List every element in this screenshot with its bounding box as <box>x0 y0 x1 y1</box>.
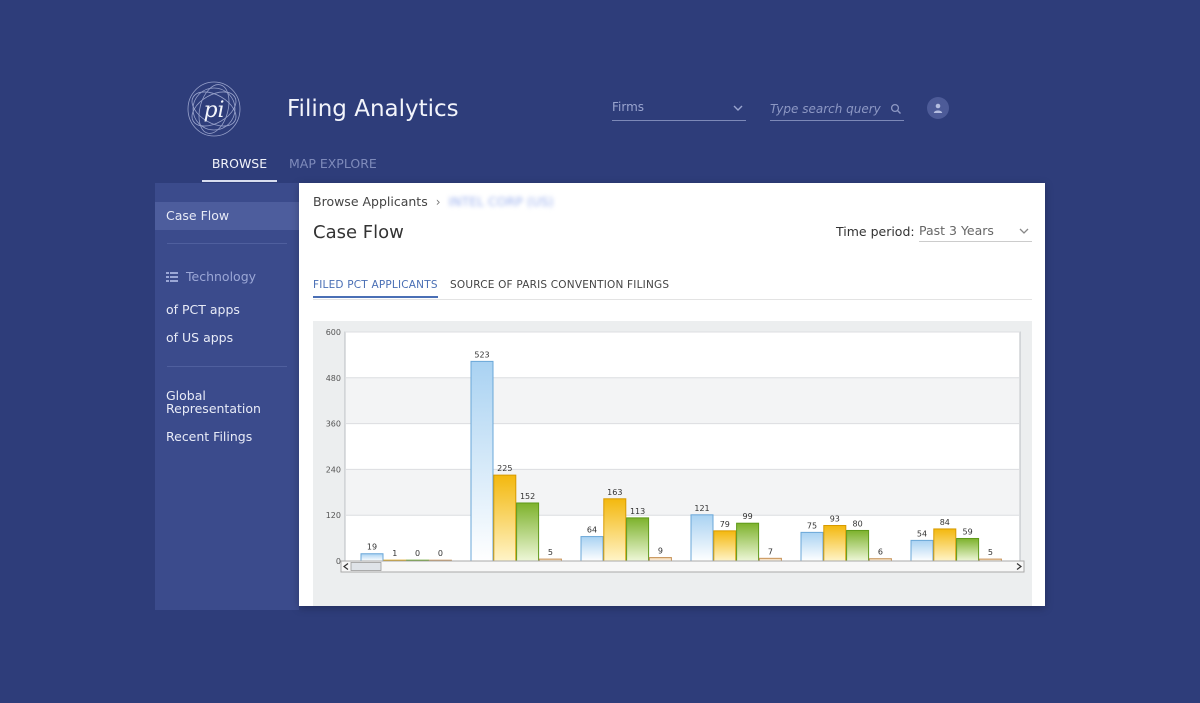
data-label: 99 <box>743 512 753 521</box>
bar <box>713 530 737 562</box>
data-label: 6 <box>878 548 883 557</box>
chevron-down-icon <box>1018 223 1030 243</box>
time-period-value: Past 3 Years <box>919 223 994 238</box>
firms-select[interactable]: Firms <box>612 100 746 121</box>
page-title: Case Flow <box>313 222 404 243</box>
search-icon[interactable] <box>890 102 902 120</box>
bar <box>690 514 714 562</box>
data-label: 163 <box>607 488 622 497</box>
logo-graphic: pi <box>187 81 241 137</box>
bar <box>846 529 870 562</box>
breadcrumb: Browse Applicants › INTEL CORP (US) <box>313 194 554 209</box>
data-label: 121 <box>694 504 709 513</box>
bar-chart: 0 120 240 360 480 600 19 1 0 0 523 225 152 5 64 163 113 9… <box>326 328 1025 573</box>
sidebar-item-global-representation[interactable]: Global Representation <box>155 389 299 415</box>
data-label: 5 <box>548 548 553 557</box>
data-label: 225 <box>497 464 512 473</box>
bar <box>736 522 760 562</box>
data-label: 19 <box>367 543 377 552</box>
data-label: 84 <box>940 518 950 527</box>
bar <box>516 502 540 562</box>
data-label: 7 <box>768 547 773 556</box>
data-label: 64 <box>587 526 597 535</box>
time-period-label: Time period: <box>836 224 915 239</box>
data-label: 0 <box>415 549 420 558</box>
data-label: 1 <box>392 549 397 558</box>
data-label: 9 <box>658 547 663 556</box>
y-tick-label: 600 <box>326 328 341 337</box>
logo-text: pi <box>203 98 224 123</box>
content-tabs: FILED PCT APPLICANTS SOURCE OF PARIS CON… <box>313 279 1032 300</box>
scroll-left-icon <box>343 563 349 570</box>
sidebar-divider <box>167 366 287 367</box>
tab-source-paris-convention[interactable]: SOURCE OF PARIS CONVENTION FILINGS <box>450 279 670 291</box>
chart-container: 0 120 240 360 480 600 19 1 0 0 523 225 152 5 64 163 113 9… <box>313 321 1032 606</box>
grid-band <box>346 469 1019 516</box>
chevron-down-icon <box>732 102 744 117</box>
breadcrumb-separator: › <box>435 194 441 209</box>
y-tick-label: 360 <box>326 420 341 429</box>
tab-map-explore[interactable]: MAP EXPLORE <box>289 156 377 171</box>
bar <box>910 539 934 562</box>
bar <box>493 474 517 562</box>
y-tick-label: 120 <box>326 511 341 520</box>
sidebar-section-technology[interactable]: Technology <box>166 269 256 284</box>
search-input[interactable] <box>770 102 882 116</box>
data-label: 79 <box>720 520 730 529</box>
time-period-select[interactable]: Past 3 Years <box>919 221 1032 242</box>
scrollbar-thumb <box>350 562 382 571</box>
chart-scrollbar <box>340 560 1025 573</box>
sidebar-item-us-apps[interactable]: of US apps <box>166 330 234 345</box>
sidebar-item-label: Global <box>166 388 206 403</box>
tab-browse[interactable]: BROWSE <box>202 156 277 182</box>
sidebar-item-label: Representation <box>166 401 261 416</box>
bar <box>626 517 650 562</box>
sidebar-item-pct-apps[interactable]: of PCT apps <box>166 302 240 317</box>
tab-filed-pct-applicants[interactable]: FILED PCT APPLICANTS <box>313 279 438 298</box>
data-label: 75 <box>807 521 817 530</box>
bar <box>360 553 384 562</box>
bar <box>580 536 604 562</box>
sidebar-divider <box>167 243 287 244</box>
y-tick-label: 240 <box>326 465 341 474</box>
bar <box>933 528 957 562</box>
firms-select-label: Firms <box>612 100 645 114</box>
data-label: 93 <box>830 515 840 524</box>
sidebar-item-recent-filings[interactable]: Recent Filings <box>166 429 253 444</box>
bar <box>648 557 672 562</box>
list-icon <box>166 271 178 282</box>
search-field <box>770 100 904 121</box>
app-title: Filing Analytics <box>287 96 459 122</box>
app-header: pi Filing Analytics Firms BROWSE MAP EXP… <box>0 0 1200 183</box>
bar <box>823 525 847 562</box>
user-icon <box>933 103 943 113</box>
data-label: 80 <box>853 519 863 528</box>
scroll-right-icon <box>1016 563 1022 570</box>
breadcrumb-current: INTEL CORP (US) <box>448 194 554 209</box>
bar <box>603 498 627 562</box>
bar <box>470 360 494 562</box>
sidebar-section-label: Technology <box>186 269 257 284</box>
main-panel: Browse Applicants › INTEL CORP (US) Case… <box>299 183 1045 606</box>
data-label: 54 <box>917 529 927 538</box>
sidebar: Case Flow Technology of PCT apps of US a… <box>155 183 299 610</box>
data-label: 5 <box>988 548 993 557</box>
plot-area <box>344 331 1021 562</box>
sidebar-item-case-flow[interactable]: Case Flow <box>155 202 299 230</box>
pi-logo-icon[interactable]: pi <box>186 80 242 138</box>
bar <box>800 531 824 562</box>
bar <box>956 537 980 562</box>
grid-band <box>346 377 1019 424</box>
user-avatar[interactable] <box>927 97 949 119</box>
y-tick-label: 480 <box>326 374 341 383</box>
data-label: 113 <box>630 507 645 516</box>
data-label: 523 <box>474 350 489 359</box>
y-tick-label: 0 <box>336 557 341 566</box>
data-label: 152 <box>520 492 535 501</box>
data-label: 59 <box>963 527 973 536</box>
data-label: 0 <box>438 549 443 558</box>
breadcrumb-parent-link[interactable]: Browse Applicants <box>313 194 428 209</box>
